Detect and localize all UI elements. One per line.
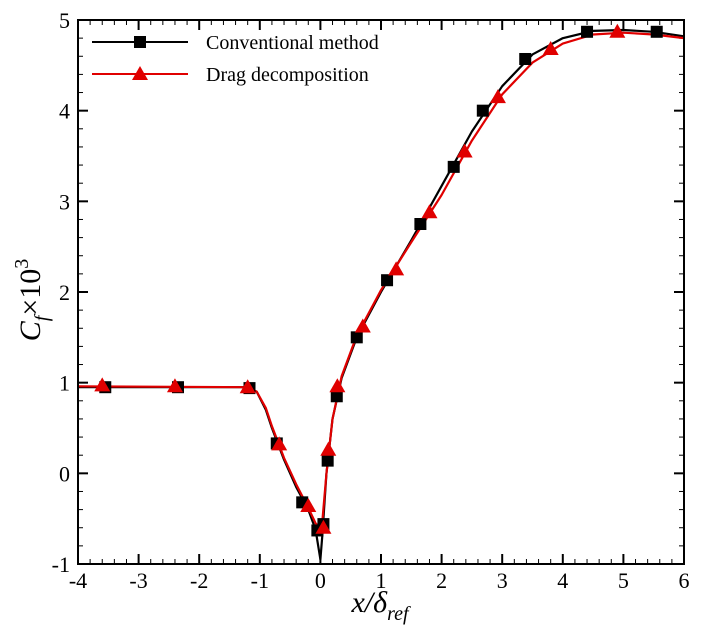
y-tick-label: 2 [59, 280, 70, 305]
conventional-method-marker [381, 274, 394, 287]
x-tick-label: 5 [618, 568, 629, 593]
conventional-method-marker [476, 104, 489, 117]
y-tick-label: -1 [52, 552, 70, 577]
x-axis-label: x/δref [350, 586, 411, 625]
drag-decomposition-marker [300, 497, 317, 512]
x-tick-label: 3 [497, 568, 508, 593]
x-tick-label: 2 [436, 568, 447, 593]
drag-decomposition-marker [609, 23, 626, 38]
y-tick-label: 5 [59, 8, 70, 33]
drag-decomposition-marker [320, 441, 337, 456]
y-tick-label: 0 [59, 461, 70, 486]
conventional-method-marker [321, 454, 334, 467]
legend-marker-conventional-method [134, 36, 146, 48]
drag-decomposition-marker [239, 379, 256, 394]
drag-decomposition-marker [315, 519, 332, 534]
conventional-method-marker [330, 390, 343, 403]
plot-frame [77, 19, 685, 565]
x-tick-label: 6 [679, 568, 690, 593]
legend-label-drag-decomposition: Drag decomposition [206, 64, 369, 86]
conventional-method-line [78, 28, 685, 561]
drag-decomposition-marker [489, 89, 506, 104]
x-tick-label: -1 [251, 568, 269, 593]
conventional-method-marker [519, 52, 532, 65]
conventional-method-marker [650, 25, 663, 38]
drag-decomposition-marker [354, 318, 371, 333]
drag-decomposition-marker [329, 378, 346, 393]
drag-decomposition-marker [271, 436, 288, 451]
series-markers [94, 23, 663, 537]
y-tick-label: 3 [59, 189, 70, 214]
x-tick-label: -3 [129, 568, 147, 593]
drag-decomposition-marker [421, 204, 438, 219]
drag-decomposition-marker [456, 143, 473, 158]
x-tick-label: -2 [190, 568, 208, 593]
conventional-method-marker [350, 331, 363, 344]
conventional-method-marker [414, 218, 427, 230]
legend: Conventional method Drag decomposition [92, 32, 379, 86]
axis-ticks: -4 -3 -2 -1 0 1 2 3 4 5 6 -1 0 1 2 3 4 5 [52, 8, 690, 593]
drag-decomposition-marker [166, 378, 183, 393]
drag-decomposition-marker [94, 377, 111, 392]
y-tick-label: 4 [59, 99, 70, 124]
x-tick-label: 1 [376, 568, 387, 593]
legend-marker-drag-decomposition [132, 66, 148, 80]
legend-label-conventional-method: Conventional method [206, 32, 379, 54]
x-tick-label: 0 [315, 568, 326, 593]
conventional-method-marker [581, 25, 594, 38]
series-curves [77, 28, 685, 561]
x-tick-label: 4 [557, 568, 568, 593]
y-axis-label: Cf×103 [11, 259, 53, 342]
conventional-method-marker [447, 160, 460, 173]
y-tick-label: 1 [59, 371, 70, 396]
drag-decomposition-marker [388, 261, 405, 276]
drag-decomposition-line [77, 31, 685, 531]
drag-decomposition-marker [542, 41, 559, 56]
x-tick-label: -4 [69, 568, 87, 593]
